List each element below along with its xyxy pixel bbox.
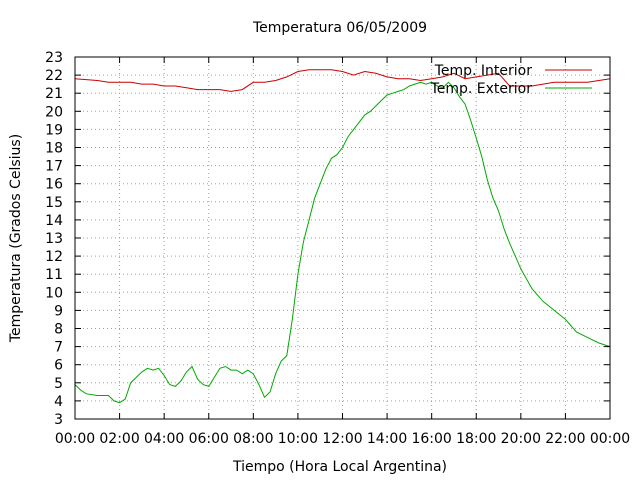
y-tick-label: 12	[45, 249, 63, 265]
y-tick-label: 17	[45, 159, 63, 175]
y-tick-label: 19	[45, 122, 63, 138]
x-tick-label: 14:00	[367, 431, 407, 447]
x-tick-label: 18:00	[456, 431, 496, 447]
series-line-exterior	[74, 81, 611, 404]
y-tick-label: 10	[45, 285, 63, 301]
x-tick-label: 02:00	[99, 431, 139, 447]
y-tick-label: 22	[45, 68, 63, 84]
y-tick-label: 23	[45, 50, 63, 66]
y-tick-label: 5	[54, 376, 63, 392]
x-tick-label: 10:00	[278, 431, 318, 447]
y-tick-label: 4	[54, 394, 63, 410]
y-tick-label: 14	[45, 213, 63, 229]
y-tick-label: 21	[45, 86, 63, 102]
y-tick-label: 11	[45, 267, 63, 283]
series-line-interior	[74, 69, 611, 92]
x-tick-labels: 00:00 02:00 04:00 06:00 08:00 10:00 12:00 14:00…	[55, 431, 630, 447]
x-tick-label: 04:00	[144, 431, 184, 447]
y-tick-label: 8	[54, 322, 63, 338]
grid	[75, 57, 610, 419]
x-tick-label: 22:00	[545, 431, 585, 447]
x-tick-label: 08:00	[233, 431, 273, 447]
legend-label-interior: Temp. Interior	[434, 63, 533, 79]
y-axis-label: Temperatura (Grados Celsius)	[8, 134, 24, 343]
y-tick-label: 7	[54, 340, 63, 356]
y-tick-label: 20	[45, 104, 63, 120]
x-tick-label: 16:00	[411, 431, 451, 447]
legend-label-exterior: Temp. Exterior	[430, 81, 533, 97]
x-tick-label: 00:00	[55, 431, 95, 447]
y-tick-labels: 3 4 5 6 7 8 9 10 11 12 13 14 15 16 17 18 19 20 21 22 23	[45, 50, 63, 428]
legend: Temp. Interior Temp. Exterior	[430, 63, 592, 97]
x-tick-label: 00:00	[590, 431, 630, 447]
y-tick-label: 3	[54, 412, 63, 428]
tick-marks	[74, 56, 611, 420]
y-tick-label: 18	[45, 141, 63, 157]
series-lines	[74, 69, 611, 404]
y-tick-label: 9	[54, 303, 63, 319]
y-tick-label: 6	[54, 358, 63, 374]
x-tick-label: 06:00	[189, 431, 229, 447]
x-tick-label: 12:00	[322, 431, 362, 447]
x-tick-label: 20:00	[501, 431, 541, 447]
chart-title: Temperatura 06/05/2009	[252, 20, 427, 36]
y-tick-label: 13	[45, 231, 63, 247]
y-tick-label: 16	[45, 177, 63, 193]
x-axis-label: Tiempo (Hora Local Argentina)	[232, 459, 447, 475]
y-tick-label: 15	[45, 195, 63, 211]
